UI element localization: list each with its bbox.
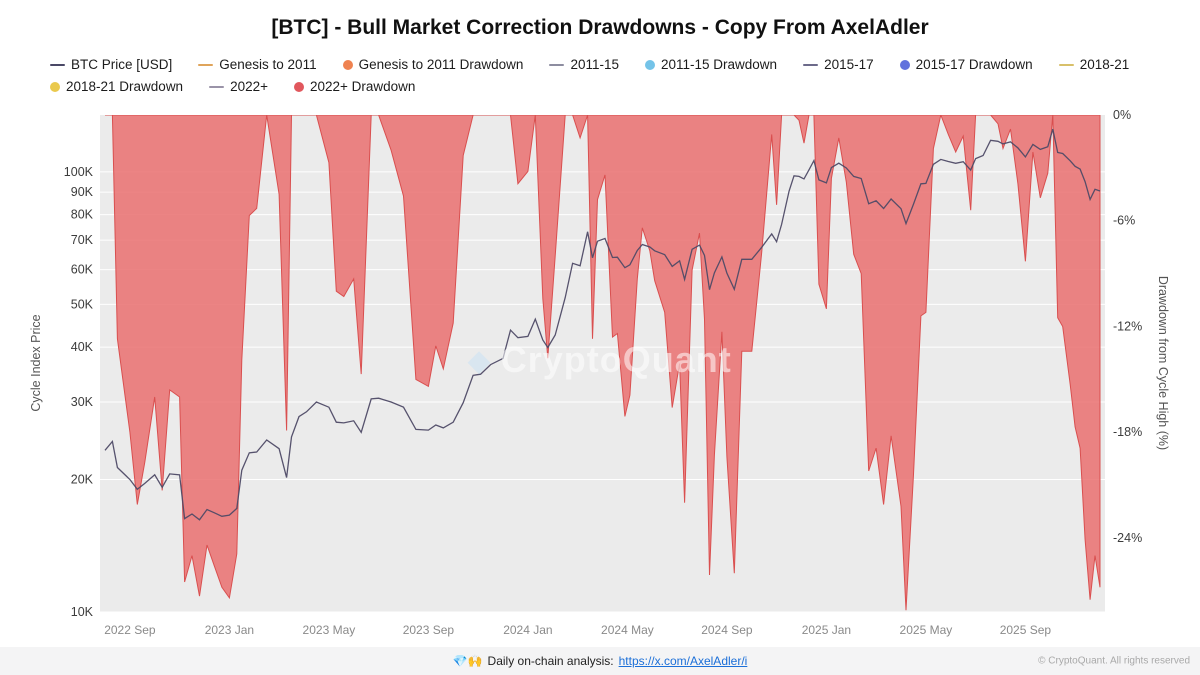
- left-axis-tick: 90K: [71, 185, 94, 199]
- right-axis-tick: -18%: [1113, 425, 1142, 439]
- legend-item[interactable]: Genesis to 2011 Drawdown: [342, 57, 524, 72]
- x-axis-tick: 2022 Sep: [104, 623, 156, 637]
- legend-label: 2018-21: [1079, 57, 1130, 72]
- x-axis-tick: 2023 Jan: [205, 623, 254, 637]
- legend-item[interactable]: 2022+ Drawdown: [294, 79, 415, 94]
- x-axis-tick: 2024 Jan: [503, 623, 552, 637]
- legend-label: 2011-15: [570, 57, 619, 72]
- plot-background: [100, 115, 1105, 612]
- right-axis-tick: -12%: [1113, 320, 1142, 334]
- legend-item[interactable]: 2018-21 Drawdown: [50, 79, 183, 94]
- x-axis-tick: 2025 Jan: [802, 623, 851, 637]
- legend-item[interactable]: 2011-15 Drawdown: [644, 57, 778, 72]
- legend-dot-marker: [50, 81, 60, 92]
- legend-dot-marker: [294, 81, 304, 92]
- footer: 💎🙌 Daily on-chain analysis: https://x.co…: [0, 647, 1200, 675]
- btc-price-line: [104, 128, 1101, 521]
- x-axis-tick: 2025 May: [900, 623, 953, 637]
- legend-item[interactable]: 2022+: [209, 79, 268, 94]
- legend-line-marker: [209, 85, 225, 88]
- legend-dot-marker: [644, 59, 655, 70]
- copyright: © CryptoQuant. All rights reserved: [1038, 655, 1190, 667]
- legend-dot-marker: [899, 59, 910, 70]
- legend-row: BTC Price [USD] Genesis to 2011 Genesis to…: [50, 57, 1160, 72]
- left-axis-tick: 60K: [71, 263, 94, 277]
- drawdown-area: [105, 115, 1101, 611]
- right-axis-tick: 0%: [1113, 108, 1131, 122]
- legend-item[interactable]: BTC Price [USD]: [50, 57, 172, 72]
- legend-line-marker: [1058, 63, 1074, 66]
- legend-label: BTC Price [USD]: [71, 57, 173, 72]
- x-axis-tick: 2023 May: [303, 623, 356, 637]
- right-axis-tick: -6%: [1113, 214, 1135, 228]
- legend: BTC Price [USD] Genesis to 2011 Genesis to…: [50, 57, 1160, 94]
- left-axis-tick: 30K: [71, 395, 94, 409]
- left-axis-tick: 80K: [71, 208, 94, 222]
- legend-line-marker: [198, 63, 214, 66]
- left-axis-tick: 50K: [71, 297, 94, 311]
- gem-hands-icon: 💎🙌: [452, 654, 483, 668]
- legend-label: 2015-17: [824, 57, 874, 72]
- legend-item[interactable]: Genesis to 2011: [198, 57, 317, 72]
- legend-label: 2018-21 Drawdown: [66, 79, 184, 94]
- legend-label: Genesis to 2011 Drawdown: [358, 57, 524, 72]
- chart-title: [BTC] - Bull Market Correction Drawdowns…: [271, 16, 929, 39]
- footer-note-text: Daily on-chain analysis:: [487, 654, 614, 668]
- left-axis-tick: 100K: [64, 165, 94, 179]
- legend-line-marker: [549, 63, 565, 66]
- legend-line-marker: [50, 63, 65, 66]
- footer-note: 💎🙌 Daily on-chain analysis: https://x.co…: [453, 654, 748, 668]
- legend-item[interactable]: 2011-15: [549, 57, 619, 72]
- legend-label: 2011-15 Drawdown: [660, 57, 778, 72]
- axeladler-link[interactable]: https://x.com/AxelAdler/i: [618, 654, 748, 668]
- legend-line-marker: [803, 63, 819, 66]
- x-axis-tick: 2023 Sep: [403, 623, 455, 637]
- legend-dot-marker: [342, 59, 353, 70]
- legend-label: 2022+ Drawdown: [310, 79, 416, 94]
- left-axis-tick: 70K: [71, 233, 94, 247]
- legend-item[interactable]: 2015-17 Drawdown: [899, 57, 1033, 72]
- left-axis-tick: 10K: [71, 605, 94, 619]
- left-axis-tick: 20K: [71, 473, 94, 487]
- legend-item[interactable]: 2018-21: [1058, 57, 1130, 72]
- legend-label: 2022+: [230, 79, 268, 94]
- left-axis-tick: 40K: [71, 340, 94, 354]
- x-axis-tick: 2024 May: [601, 623, 654, 637]
- legend-row: 2018-21 Drawdown 2022+ 2022+ Drawdown: [50, 79, 1160, 94]
- legend-label: 2015-17 Drawdown: [915, 57, 1033, 72]
- legend-label: Genesis to 2011: [219, 57, 317, 72]
- legend-item[interactable]: 2015-17: [803, 57, 874, 72]
- right-axis-tick: -24%: [1113, 531, 1142, 545]
- x-axis-tick: 2025 Sep: [1000, 623, 1052, 637]
- x-axis-tick: 2024 Sep: [701, 623, 753, 637]
